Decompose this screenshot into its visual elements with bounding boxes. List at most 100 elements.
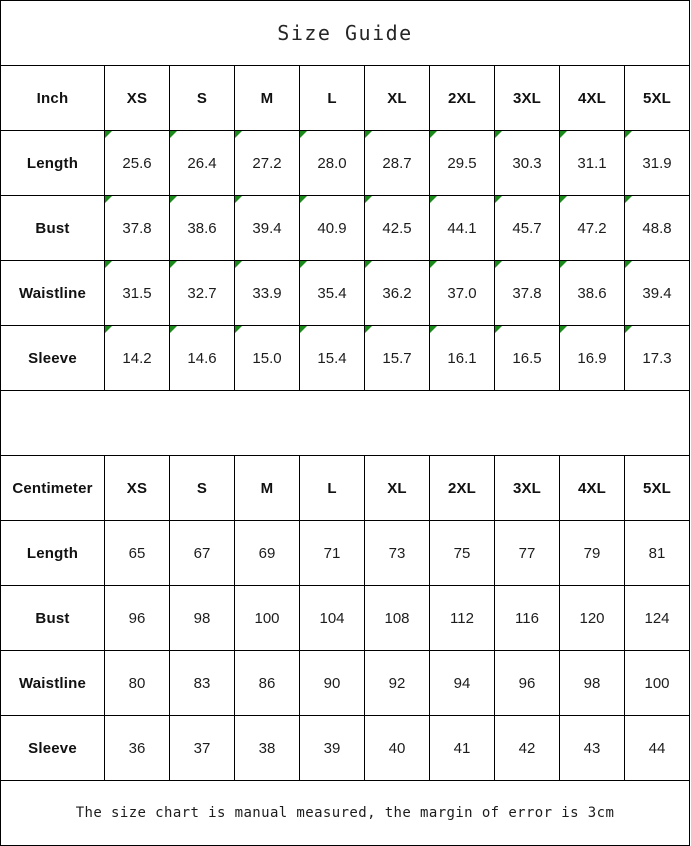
inch-length-xl: 28.7 [364, 130, 430, 196]
inch-row-label-sleeve: Sleeve [0, 325, 105, 391]
cm-header-m: M [234, 455, 300, 521]
cm-waistline-xs: 80 [104, 650, 170, 716]
inch-header-2xl: 2XL [429, 65, 495, 131]
cm-bust-s: 98 [169, 585, 235, 651]
table-spacer [0, 390, 691, 456]
cm-waistline-m: 86 [234, 650, 300, 716]
inch-length-m: 27.2 [234, 130, 300, 196]
cm-waistline-3xl: 96 [494, 650, 560, 716]
table-row: Sleeve 36 37 38 39 40 41 42 43 44 [0, 715, 691, 781]
table-row: Sleeve 14.2 14.6 15.0 15.4 15.7 16.1 16.… [0, 325, 691, 391]
cm-bust-2xl: 112 [429, 585, 495, 651]
cm-sleeve-m: 38 [234, 715, 300, 781]
inch-sleeve-xs: 14.2 [104, 325, 170, 391]
inch-sleeve-4xl: 16.9 [559, 325, 625, 391]
cm-length-5xl: 81 [623, 520, 691, 586]
cm-length-2xl: 75 [429, 520, 495, 586]
cm-bust-l: 104 [299, 585, 365, 651]
table-row: Bust 96 98 100 104 108 112 116 120 124 [0, 585, 691, 651]
page-title: Size Guide [0, 0, 691, 66]
inch-bust-s: 38.6 [169, 195, 235, 261]
cm-waistline-4xl: 98 [559, 650, 625, 716]
inch-header-xl: XL [364, 65, 430, 131]
cm-sleeve-2xl: 41 [429, 715, 495, 781]
table-row: Waistline 80 83 86 90 92 94 96 98 100 [0, 650, 691, 716]
cm-unit-header: Centimeter [0, 455, 105, 521]
cm-header-s: S [169, 455, 235, 521]
cm-length-s: 67 [169, 520, 235, 586]
cm-waistline-s: 83 [169, 650, 235, 716]
inch-bust-2xl: 44.1 [429, 195, 495, 261]
inch-header-xs: XS [104, 65, 170, 131]
cm-sleeve-xl: 40 [364, 715, 430, 781]
cm-sleeve-5xl: 44 [623, 715, 691, 781]
inch-header-m: M [234, 65, 300, 131]
inch-bust-xs: 37.8 [104, 195, 170, 261]
table-spacer-row [0, 390, 691, 456]
inch-waistline-2xl: 37.0 [429, 260, 495, 326]
footer-row: The size chart is manual measured, the m… [0, 780, 691, 846]
cm-header-xl: XL [364, 455, 430, 521]
cm-bust-xl: 108 [364, 585, 430, 651]
inch-header-row: Inch XS S M L XL 2XL 3XL 4XL 5XL [0, 65, 691, 131]
inch-waistline-xs: 31.5 [104, 260, 170, 326]
cm-header-4xl: 4XL [559, 455, 625, 521]
cm-sleeve-xs: 36 [104, 715, 170, 781]
cm-bust-5xl: 124 [623, 585, 691, 651]
inch-length-l: 28.0 [299, 130, 365, 196]
cm-row-label-bust: Bust [0, 585, 105, 651]
cm-header-row: Centimeter XS S M L XL 2XL 3XL 4XL 5XL [0, 455, 691, 521]
inch-length-2xl: 29.5 [429, 130, 495, 196]
cm-length-4xl: 79 [559, 520, 625, 586]
cm-length-m: 69 [234, 520, 300, 586]
inch-unit-header: Inch [0, 65, 105, 131]
inch-sleeve-3xl: 16.5 [494, 325, 560, 391]
cm-bust-xs: 96 [104, 585, 170, 651]
inch-waistline-5xl: 39.4 [623, 260, 691, 326]
inch-sleeve-xl: 15.7 [364, 325, 430, 391]
cm-header-5xl: 5XL [623, 455, 691, 521]
cm-length-l: 71 [299, 520, 365, 586]
inch-length-s: 26.4 [169, 130, 235, 196]
inch-sleeve-s: 14.6 [169, 325, 235, 391]
cm-waistline-l: 90 [299, 650, 365, 716]
cm-waistline-5xl: 100 [623, 650, 691, 716]
inch-bust-3xl: 45.7 [494, 195, 560, 261]
inch-header-5xl: 5XL [623, 65, 691, 131]
table-row: Length 65 67 69 71 73 75 77 79 81 [0, 520, 691, 586]
inch-waistline-xl: 36.2 [364, 260, 430, 326]
cm-waistline-2xl: 94 [429, 650, 495, 716]
inch-row-label-waistline: Waistline [0, 260, 105, 326]
cm-length-xl: 73 [364, 520, 430, 586]
inch-waistline-l: 35.4 [299, 260, 365, 326]
table-row: Waistline 31.5 32.7 33.9 35.4 36.2 37.0 … [0, 260, 691, 326]
cm-bust-3xl: 116 [494, 585, 560, 651]
cm-sleeve-3xl: 42 [494, 715, 560, 781]
inch-length-3xl: 30.3 [494, 130, 560, 196]
cm-header-3xl: 3XL [494, 455, 560, 521]
inch-header-l: L [299, 65, 365, 131]
inch-row-label-length: Length [0, 130, 105, 196]
inch-waistline-4xl: 38.6 [559, 260, 625, 326]
inch-bust-m: 39.4 [234, 195, 300, 261]
cm-bust-4xl: 120 [559, 585, 625, 651]
table-row: Length 25.6 26.4 27.2 28.0 28.7 29.5 30.… [0, 130, 691, 196]
cm-length-xs: 65 [104, 520, 170, 586]
cm-header-l: L [299, 455, 365, 521]
inch-waistline-m: 33.9 [234, 260, 300, 326]
inch-sleeve-2xl: 16.1 [429, 325, 495, 391]
cm-row-label-sleeve: Sleeve [0, 715, 105, 781]
inch-header-s: S [169, 65, 235, 131]
cm-sleeve-l: 39 [299, 715, 365, 781]
inch-header-3xl: 3XL [494, 65, 560, 131]
cm-waistline-xl: 92 [364, 650, 430, 716]
inch-bust-4xl: 47.2 [559, 195, 625, 261]
cm-header-xs: XS [104, 455, 170, 521]
inch-length-xs: 25.6 [104, 130, 170, 196]
inch-bust-5xl: 48.8 [623, 195, 691, 261]
inch-length-5xl: 31.9 [623, 130, 691, 196]
cm-row-label-waistline: Waistline [0, 650, 105, 716]
